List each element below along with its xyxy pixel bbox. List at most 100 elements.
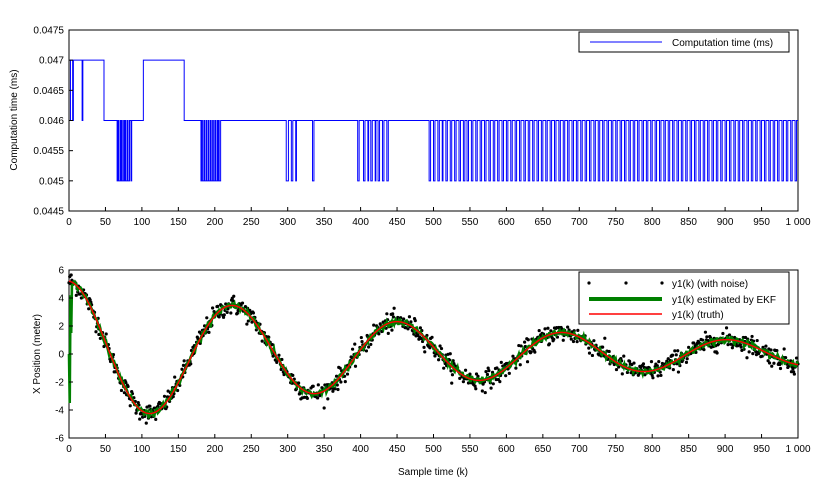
noise-point [778, 366, 783, 371]
truth-series [68, 280, 799, 415]
bottom-y-tick-label: 0 [58, 350, 64, 361]
top-x-tick-label: 900 [717, 217, 734, 228]
noise-point [433, 354, 437, 358]
bottom-y-axis: -6 -4 -2 0 2 4 6 [55, 266, 73, 445]
noise-point [173, 375, 177, 379]
noise-point [297, 381, 301, 385]
noise-point [684, 360, 689, 364]
noise-point [518, 363, 522, 367]
noise-point [270, 343, 274, 347]
noise-point [176, 388, 180, 393]
noise-point [339, 380, 343, 384]
noise-point [587, 351, 592, 355]
noise-point [390, 328, 394, 332]
noise-point [507, 371, 511, 375]
noise-point [322, 406, 326, 410]
noise-point [205, 316, 209, 320]
noise-point [181, 363, 186, 367]
top-x-tick-label: 50 [100, 217, 112, 228]
noise-point [422, 345, 426, 350]
noise-point [514, 366, 518, 370]
noise-point [628, 359, 632, 363]
noise-point [439, 346, 444, 351]
bottom-x-tick-label: 700 [571, 444, 588, 455]
noise-point [430, 335, 434, 339]
noise-point [367, 345, 371, 349]
noise-point [162, 394, 167, 398]
noise-point [703, 330, 708, 334]
top-x-tick-label: 850 [680, 217, 697, 228]
noise-point [687, 345, 691, 349]
legend-noise-swatch [587, 281, 664, 285]
noise-point [657, 360, 661, 364]
top-y-tick-label: 0.0445 [33, 207, 64, 218]
noise-point [316, 383, 320, 387]
noise-point [676, 349, 680, 353]
noise-point [207, 330, 211, 334]
noise-point [182, 359, 186, 363]
bottom-x-tick-label: 650 [535, 444, 552, 455]
noise-point [260, 339, 264, 343]
noise-point [529, 350, 533, 354]
noise-point [726, 343, 730, 347]
noise-point [315, 396, 320, 400]
noise-point [525, 360, 530, 364]
noise-point [782, 347, 786, 351]
noise-point [755, 338, 759, 343]
noise-point [620, 372, 624, 376]
noise-point [601, 345, 605, 349]
noise-point [79, 296, 83, 300]
noise-point [119, 388, 124, 393]
noise-point [211, 306, 215, 310]
noise-point [442, 366, 446, 370]
noise-point [659, 373, 663, 378]
top-x-tick-label: 150 [170, 217, 187, 228]
noise-point [229, 311, 233, 315]
noise-point [254, 328, 258, 332]
noise-point [350, 347, 355, 351]
bottom-x-tick-label: 850 [680, 444, 697, 455]
noise-point [651, 376, 655, 380]
noise-point [126, 384, 130, 389]
bottom-y-tick-label: 2 [58, 322, 64, 333]
noise-point [386, 331, 390, 335]
noise-point [392, 306, 396, 310]
noise-point [491, 382, 495, 386]
noise-point [676, 370, 681, 374]
bottom-x-tick-label: 250 [243, 444, 260, 455]
noise-point [250, 320, 254, 324]
noise-point [660, 361, 665, 366]
noise-point [267, 335, 271, 339]
noise-point [353, 342, 357, 346]
noise-point [571, 339, 576, 344]
top-x-tick-label: 950 [753, 217, 770, 228]
noise-point [504, 374, 508, 378]
top-y-tick-label: 0.045 [39, 176, 64, 187]
noise-point [794, 356, 799, 360]
top-legend: Computation time (ms) [578, 31, 790, 53]
bottom-x-axis-label: Sample time (k) [398, 467, 468, 478]
noise-point [369, 342, 373, 347]
noise-point [305, 396, 309, 401]
noise-point [449, 369, 453, 373]
noise-point [372, 323, 376, 327]
top-x-tick-label: 0 [66, 217, 72, 228]
noise-point [641, 362, 646, 366]
top-x-tick-label: 650 [535, 217, 552, 228]
noise-point [450, 373, 455, 377]
noise-point [318, 394, 322, 398]
top-legend-box [578, 31, 790, 53]
noise-point [156, 404, 160, 409]
computation-time-line [69, 59, 798, 182]
top-x-tick-label: 1 000 [785, 217, 810, 228]
noise-point [345, 372, 350, 376]
noise-point [546, 326, 550, 330]
noise-point [772, 361, 776, 365]
noise-point [485, 372, 490, 377]
top-x-tick-label: 750 [607, 217, 624, 228]
noise-point [216, 304, 220, 308]
noise-point [761, 345, 765, 349]
noise-point [385, 312, 389, 316]
noise-point [359, 335, 363, 340]
noise-point [402, 317, 406, 321]
